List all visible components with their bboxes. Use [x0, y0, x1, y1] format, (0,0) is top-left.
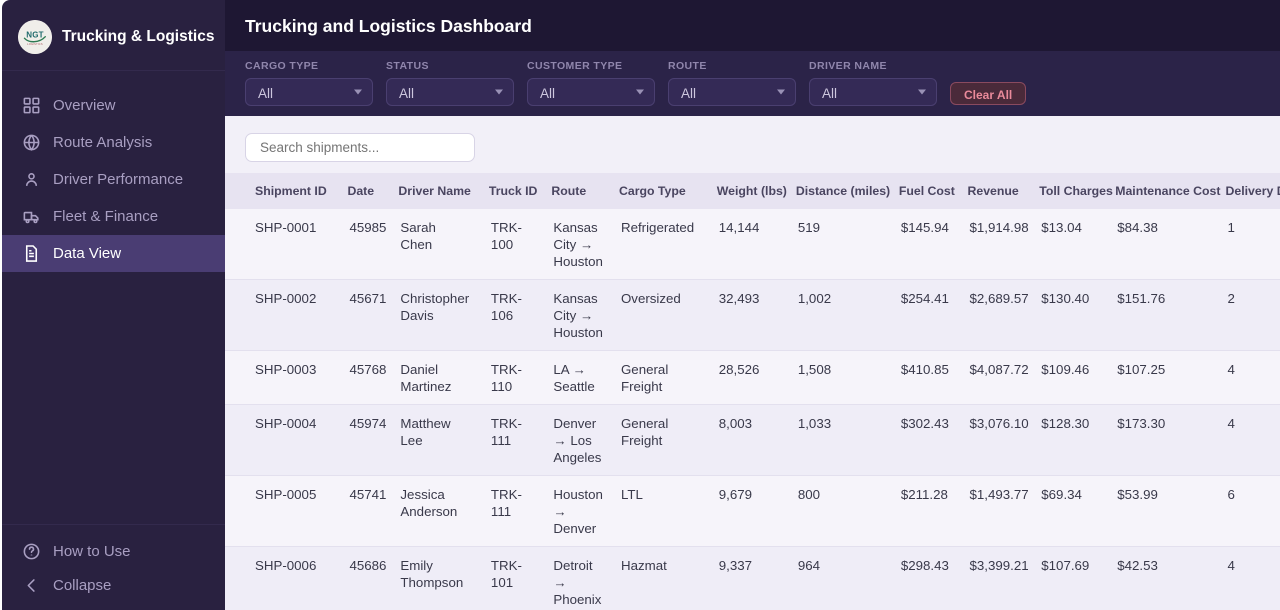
svg-text:LOGISTICS: LOGISTICS [27, 42, 43, 46]
svg-text:NGT: NGT [26, 31, 44, 40]
